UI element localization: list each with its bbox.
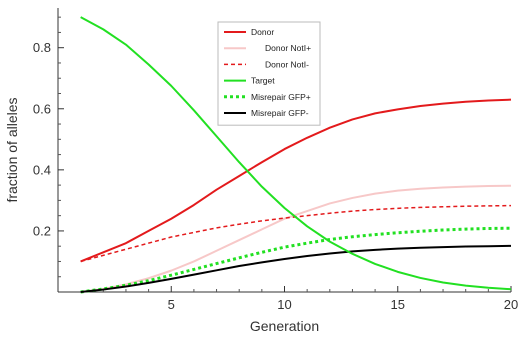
legend-label: Target [251, 76, 275, 86]
y-axis-title: fraction of alleles [4, 97, 20, 202]
x-tick-label: 15 [391, 297, 405, 312]
series-group [80, 16, 512, 294]
ticks: 5 10 15 20 0.2 0.4 0.6 0.8 [33, 16, 518, 312]
series-line-target [80, 16, 512, 291]
legend-label: Donor NotI- [265, 59, 309, 69]
y-tick-label: 0.2 [33, 223, 51, 238]
x-tick-label: 10 [277, 297, 291, 312]
legend-label: Donor [251, 27, 274, 37]
series-line-misrepair-gfp- [80, 244, 512, 293]
series-line-donor-noti- [80, 184, 512, 293]
x-axis-title: Generation [250, 318, 319, 334]
x-tick-label: 20 [504, 297, 518, 312]
y-tick-label: 0.6 [33, 101, 51, 116]
legend-label: Donor NotI+ [265, 43, 311, 53]
series-line-donor [80, 98, 512, 263]
y-tick-label: 0.8 [33, 40, 51, 55]
y-tick-label: 0.4 [33, 162, 51, 177]
legend-box [217, 21, 321, 126]
legend-label: Misrepair GFP+ [251, 92, 311, 102]
legend: Donor Donor NotI+ Donor NotI- Target Misrepa… [217, 21, 321, 126]
legend-label: Misrepair GFP- [251, 108, 309, 118]
x-tick-label: 5 [168, 297, 175, 312]
series-line-misrepair-gfp- [80, 226, 512, 294]
